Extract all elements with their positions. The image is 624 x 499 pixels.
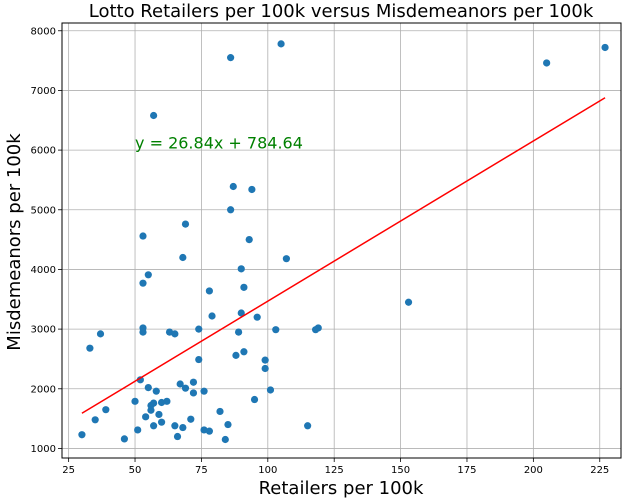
y-tick-label: 6000 <box>31 146 56 157</box>
data-point <box>157 418 166 426</box>
data-point <box>171 422 179 430</box>
data-point <box>234 328 243 336</box>
data-point <box>120 435 129 443</box>
data-point <box>245 236 253 244</box>
data-point <box>404 298 413 306</box>
data-point <box>187 415 195 423</box>
y-tick-label: 8000 <box>31 26 56 37</box>
x-tick-label: 150 <box>391 465 410 476</box>
data-point <box>200 387 208 395</box>
y-tick-label: 4000 <box>31 265 56 276</box>
data-point <box>144 271 152 279</box>
data-point <box>134 426 142 434</box>
data-point <box>171 330 179 338</box>
data-point <box>205 427 213 435</box>
data-point <box>91 416 99 424</box>
x-tick-label: 100 <box>258 465 277 476</box>
data-point <box>240 348 248 356</box>
plot-frame <box>61 22 622 459</box>
regression-equation-label: y = 26.84x + 784.64 <box>135 133 303 152</box>
data-point <box>86 344 94 352</box>
data-point <box>272 326 280 334</box>
data-point <box>253 313 261 321</box>
data-point <box>216 407 224 416</box>
data-point <box>304 422 312 430</box>
data-point <box>229 182 237 191</box>
data-point <box>136 376 144 384</box>
x-tick-label: 125 <box>325 465 344 476</box>
data-point <box>250 395 259 404</box>
data-point <box>195 355 203 364</box>
data-point <box>240 283 248 291</box>
data-point <box>173 432 182 441</box>
data-point <box>261 356 269 364</box>
data-point <box>227 206 235 214</box>
x-tick-label: 75 <box>195 465 208 476</box>
data-point <box>139 232 147 240</box>
x-axis-title: Retailers per 100k <box>259 478 424 499</box>
y-axis-title: Misdemeanors per 100k <box>4 133 25 351</box>
data-point <box>195 325 203 333</box>
data-point <box>142 413 150 421</box>
x-tick-label: 175 <box>457 465 476 476</box>
y-tick-label: 2000 <box>31 384 56 395</box>
x-tick-label: 50 <box>129 465 142 476</box>
regression-layer <box>81 97 606 414</box>
data-points <box>78 40 609 444</box>
data-point <box>543 59 551 67</box>
y-tick-label: 1000 <box>31 444 56 455</box>
data-point <box>181 384 190 392</box>
data-point <box>227 54 235 62</box>
data-point <box>155 410 163 419</box>
data-point <box>150 422 158 430</box>
data-point <box>139 279 147 287</box>
x-tick-label: 200 <box>524 465 543 476</box>
data-point <box>102 406 110 414</box>
data-point <box>189 389 198 397</box>
data-point <box>152 387 160 395</box>
axis-ticks: 25 50 75 100 125 150 175 200 225 1000 2000 3000 4000… <box>31 26 610 476</box>
data-point <box>78 431 86 439</box>
data-point <box>205 287 213 295</box>
data-point <box>96 330 105 338</box>
data-point <box>208 312 216 320</box>
data-point <box>232 351 240 359</box>
data-point <box>237 309 245 317</box>
data-point <box>261 364 269 373</box>
y-tick-label: 7000 <box>31 86 56 97</box>
data-point <box>150 111 158 120</box>
data-point <box>601 43 609 52</box>
y-tick-label: 3000 <box>31 325 56 336</box>
data-point <box>282 255 290 263</box>
data-point <box>248 185 256 194</box>
chart-title: Lotto Retailers per 100k versus Misdemea… <box>89 1 594 22</box>
data-point <box>144 383 152 392</box>
data-point <box>139 328 147 336</box>
data-point <box>221 435 229 444</box>
data-point <box>179 253 187 262</box>
data-point <box>224 420 232 429</box>
data-point <box>314 324 322 332</box>
data-point <box>176 380 184 388</box>
data-point <box>237 265 245 273</box>
data-point <box>189 378 198 386</box>
data-point <box>150 399 158 407</box>
x-tick-label: 225 <box>590 465 609 476</box>
x-tick-label: 25 <box>62 465 75 476</box>
data-point <box>131 397 139 405</box>
data-point <box>277 40 285 48</box>
data-point <box>163 397 171 405</box>
y-tick-label: 5000 <box>31 205 56 216</box>
data-point <box>181 220 190 228</box>
regression-line <box>81 97 606 414</box>
data-point <box>266 386 275 394</box>
data-point <box>179 423 187 432</box>
